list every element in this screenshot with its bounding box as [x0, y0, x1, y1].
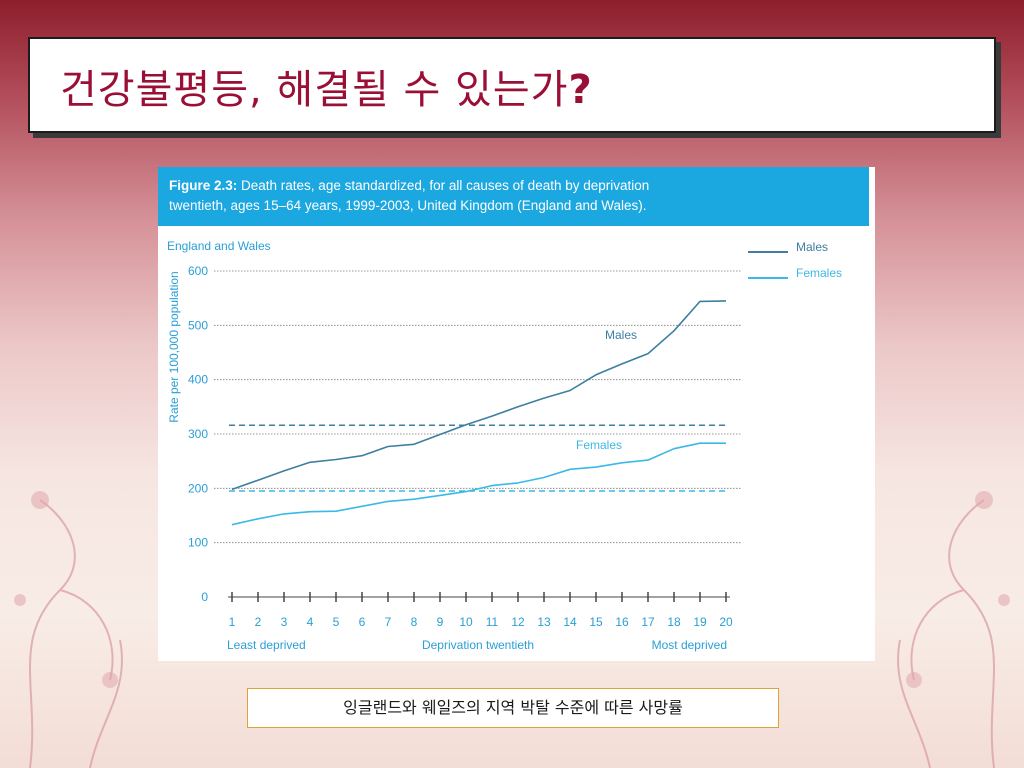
- x-tick-label: 20: [719, 615, 733, 629]
- y-tick-label: 0: [201, 590, 208, 604]
- x-tick-label: 1: [229, 615, 236, 629]
- x-end-label-left: Least deprived: [227, 638, 306, 652]
- x-tick-label: 14: [563, 615, 577, 629]
- x-tick-label: 3: [281, 615, 288, 629]
- figure-heading-line1: Death rates, age standardized, for all c…: [237, 178, 650, 193]
- x-tick-label: 10: [459, 615, 473, 629]
- x-tick-label: 5: [333, 615, 340, 629]
- annotation-females: Females: [576, 438, 622, 452]
- y-tick-label: 500: [188, 318, 208, 332]
- figure-label: Figure 2.3:: [169, 178, 238, 193]
- figure-heading-line2: twentieth, ages 15–64 years, 1999-2003, …: [169, 198, 647, 213]
- x-axis-label: Deprivation twentieth: [422, 638, 534, 652]
- slide-caption: 잉글랜드와 웨일즈의 지역 박탈 수준에 따른 사망률: [247, 688, 779, 728]
- figure-header: Figure 2.3: Death rates, age standardize…: [158, 167, 869, 226]
- x-tick-label: 16: [615, 615, 629, 629]
- line-chart: England and Wales Rate per 100,000 popul…: [167, 239, 842, 652]
- x-tick-label: 18: [667, 615, 681, 629]
- y-tick-label: 100: [188, 536, 208, 550]
- legend-label-males: Males: [796, 240, 828, 254]
- x-tick-label: 8: [411, 615, 418, 629]
- y-axis-label: Rate per 100,000 population: [167, 271, 181, 422]
- x-tick-label: 7: [385, 615, 392, 629]
- slide-title-box: 건강불평등, 해결될 수 있는가?: [28, 37, 996, 133]
- x-tick-label: 17: [641, 615, 655, 629]
- y-tick-label: 600: [188, 264, 208, 278]
- annotation-males: Males: [605, 328, 637, 342]
- x-tick-label: 6: [359, 615, 366, 629]
- y-tick-label: 300: [188, 427, 208, 441]
- legend-label-females: Females: [796, 266, 842, 280]
- legend: Males Females: [748, 240, 842, 280]
- y-tick-label: 400: [188, 373, 208, 387]
- x-tick-label: 4: [307, 615, 314, 629]
- x-tick-label: 19: [693, 615, 707, 629]
- x-tick-label: 12: [511, 615, 525, 629]
- y-tick-label: 200: [188, 481, 208, 495]
- x-tick-label: 13: [537, 615, 551, 629]
- series-line-males: [231, 300, 727, 491]
- x-end-label-right: Most deprived: [652, 638, 727, 652]
- series-line-females: [231, 442, 726, 526]
- x-tick-label: 11: [486, 615, 499, 629]
- chart-figure: Figure 2.3: Death rates, age standardize…: [158, 167, 875, 661]
- slide-title: 건강불평등, 해결될 수 있는가?: [60, 67, 593, 113]
- x-tick-label: 2: [255, 615, 262, 629]
- x-tick-label: 9: [437, 615, 444, 629]
- x-tick-label: 15: [589, 615, 603, 629]
- region-label: England and Wales: [167, 239, 271, 253]
